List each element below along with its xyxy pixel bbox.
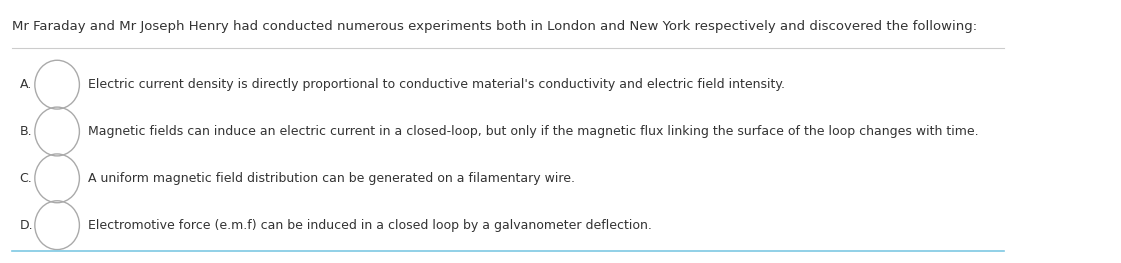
Text: Electromotive force (e.m.f) can be induced in a closed loop by a galvanometer de: Electromotive force (e.m.f) can be induc… — [87, 219, 651, 232]
Text: C.: C. — [20, 172, 33, 185]
Text: A.: A. — [20, 78, 31, 91]
Text: Electric current density is directly proportional to conductive material's condu: Electric current density is directly pro… — [87, 78, 785, 91]
Text: A uniform magnetic field distribution can be generated on a filamentary wire.: A uniform magnetic field distribution ca… — [87, 172, 574, 185]
Text: D.: D. — [20, 219, 34, 232]
Text: Magnetic fields can induce an electric current in a closed-loop, but only if the: Magnetic fields can induce an electric c… — [87, 125, 979, 138]
Text: B.: B. — [20, 125, 33, 138]
Text: Mr Faraday and Mr Joseph Henry had conducted numerous experiments both in London: Mr Faraday and Mr Joseph Henry had condu… — [11, 20, 976, 33]
